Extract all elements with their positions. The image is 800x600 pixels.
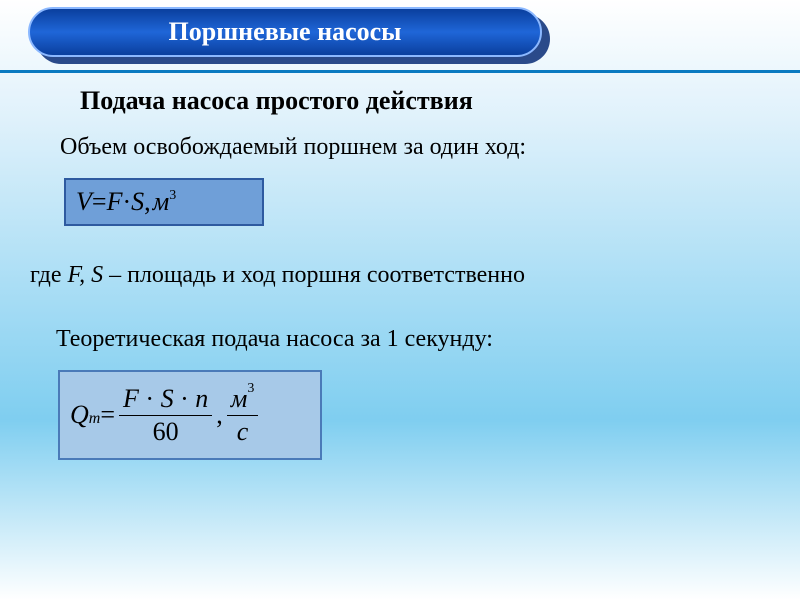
subtitle: Подача насоса простого действия — [80, 86, 473, 116]
where-vars: F, S — [68, 262, 104, 288]
flow-comma: , — [216, 400, 223, 430]
fraction-num: F · S · n — [119, 383, 212, 415]
formula-volume: V = F · S , м 3 — [76, 187, 176, 217]
formula-flow: Qm = F · S · n 60 , м3 с — [70, 383, 262, 446]
slide: Поршневые насосы Подача насоса простого … — [0, 0, 800, 600]
num-S: S — [161, 384, 174, 413]
var-Q: Q — [70, 400, 89, 430]
var-V: V — [76, 187, 92, 217]
num-F: F — [123, 384, 139, 413]
fraction-den: 60 — [149, 416, 183, 447]
where-prefix: где — [30, 262, 68, 288]
num-dot2: · — [174, 384, 196, 413]
var-F: F — [107, 187, 123, 217]
text-theoretical: Теоретическая подача насоса за 1 секунду… — [56, 326, 493, 353]
where-suffix: – площадь и ход поршня соответственно — [103, 262, 525, 288]
num-dot1: · — [139, 384, 161, 413]
unit-fraction: м3 с — [227, 383, 259, 446]
dot-op: · — [122, 187, 131, 217]
eq-sign: = — [92, 187, 107, 217]
fraction-main: F · S · n 60 — [119, 383, 212, 446]
unit-exp: 3 — [169, 188, 176, 204]
formula-volume-box: V = F · S , м 3 — [64, 178, 264, 226]
formula-flow-box: Qm = F · S · n 60 , м3 с — [58, 370, 322, 460]
var-S: S — [131, 187, 144, 217]
num-n: n — [195, 384, 208, 413]
unit-den: с — [233, 416, 253, 447]
text-where: где F, S – площадь и ход поршня соответс… — [30, 262, 525, 289]
unit-m: м — [153, 187, 170, 217]
title-banner: Поршневые насосы — [28, 7, 542, 57]
eq-sign-2: = — [100, 400, 115, 430]
slide-title: Поршневые насосы — [169, 17, 402, 47]
unit-m-2: м — [231, 384, 248, 413]
var-Q-sub: m — [89, 410, 101, 428]
unit-exp-2: 3 — [247, 381, 254, 396]
text-volume-desc: Объем освобождаемый поршнем за один ход: — [60, 134, 526, 161]
unit-num: м3 — [227, 383, 259, 415]
divider-line — [0, 70, 800, 73]
unit-comma: , — [144, 187, 151, 217]
